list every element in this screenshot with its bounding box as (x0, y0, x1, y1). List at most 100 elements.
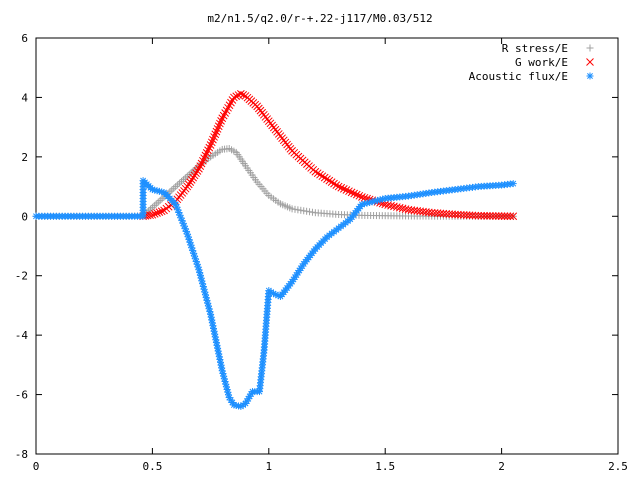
data-point (201, 151, 210, 160)
data-point (190, 171, 199, 180)
data-point (334, 182, 343, 191)
data-point (146, 211, 154, 220)
data-point (195, 164, 203, 173)
data-point (168, 186, 176, 194)
y-tick-label: 4 (21, 91, 28, 104)
data-point (327, 178, 336, 186)
data-point (320, 173, 329, 182)
data-point (183, 230, 191, 238)
data-point (214, 122, 223, 131)
data-point (451, 210, 459, 219)
legend-label: Acoustic flux/E (469, 70, 568, 83)
legend-label: R stress/E (502, 42, 568, 55)
data-point (193, 167, 202, 175)
legend-marker (586, 58, 594, 66)
data-point (174, 181, 182, 189)
data-point (477, 211, 486, 220)
data-point (480, 211, 488, 220)
data-point (237, 90, 245, 98)
data-point (148, 210, 157, 219)
data-point (387, 201, 395, 210)
series-0 (32, 145, 517, 220)
axes: 0 0.5 1 1.5 2 2.5 -8 -6 -4 -2 0 2 4 6 (15, 32, 628, 473)
data-point (206, 141, 215, 149)
data-point (337, 183, 346, 192)
data-point (211, 130, 220, 139)
legend-label: G work/E (515, 56, 568, 69)
data-point (494, 212, 503, 220)
data-point (227, 396, 235, 404)
data-point (230, 93, 238, 102)
data-point (392, 203, 401, 211)
data-point (216, 119, 224, 128)
data-point (390, 202, 398, 211)
x-tick-label: 1.5 (375, 460, 395, 473)
data-point (500, 212, 509, 220)
y-tick-label: -2 (15, 270, 28, 283)
data-point (474, 211, 483, 220)
data-point (436, 209, 445, 218)
data-point (468, 211, 477, 220)
data-point (483, 211, 491, 220)
series-1 (139, 90, 518, 221)
data-point (210, 133, 218, 141)
data-point (339, 185, 348, 193)
data-point (433, 209, 442, 218)
data-point (330, 179, 338, 188)
data-point (454, 210, 462, 219)
data-point (506, 212, 515, 221)
data-point (213, 125, 222, 133)
data-point (205, 143, 214, 152)
data-point (210, 327, 218, 335)
y-tick-label: -8 (15, 448, 28, 461)
data-point (448, 210, 456, 219)
data-point (345, 187, 353, 196)
x-tick-label: 0.5 (142, 460, 162, 473)
data-point (355, 191, 364, 200)
data-point (153, 209, 161, 217)
data-point (192, 169, 200, 178)
data-point (509, 212, 518, 221)
legend-marker (586, 72, 594, 80)
data-point (208, 316, 216, 324)
chart-title: m2/n1.5/q2.0/r-+.22-j117/M0.03/512 (207, 12, 432, 25)
data-point (486, 212, 494, 220)
data-point (318, 172, 327, 181)
y-tick-label: 0 (21, 210, 28, 223)
data-point (186, 178, 195, 186)
data-point (497, 212, 506, 220)
data-point (462, 211, 471, 219)
data-point (232, 92, 241, 101)
data-point (465, 211, 474, 220)
data-point (198, 156, 207, 165)
data-point (395, 203, 404, 212)
x-tick-label: 2.5 (608, 460, 628, 473)
data-point (154, 198, 162, 206)
y-tick-label: -6 (15, 389, 28, 402)
data-point (471, 211, 480, 220)
data-point (491, 212, 500, 220)
data-point (352, 190, 361, 199)
x-tick-label: 1 (265, 460, 272, 473)
data-point (342, 186, 351, 194)
data-point (239, 91, 248, 99)
data-point (207, 138, 216, 147)
data-point (311, 167, 320, 176)
data-point (155, 208, 164, 216)
data-point (427, 208, 436, 217)
data-point (217, 117, 225, 125)
data-point (170, 184, 178, 192)
data-point (187, 176, 196, 184)
data-point (398, 204, 407, 213)
legend-marker (586, 44, 594, 52)
data-point (150, 210, 159, 218)
data-point (184, 180, 193, 189)
data-point (503, 212, 512, 221)
y-tick-label: 2 (21, 151, 28, 164)
data-point (189, 173, 197, 182)
data-point (430, 209, 439, 217)
data-point (152, 200, 160, 208)
data-point (209, 135, 217, 144)
data-point (183, 182, 192, 191)
data-point (148, 203, 156, 211)
